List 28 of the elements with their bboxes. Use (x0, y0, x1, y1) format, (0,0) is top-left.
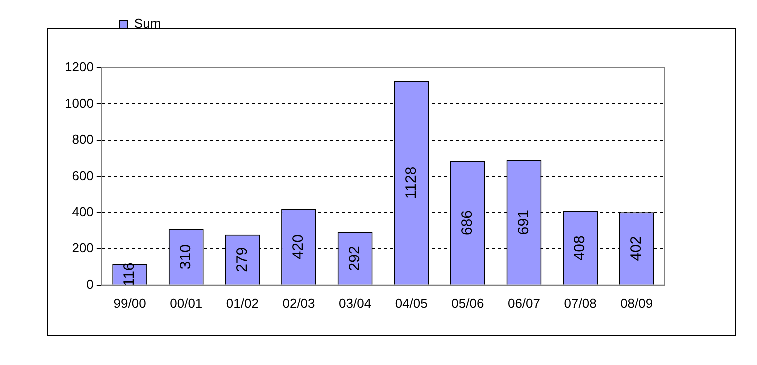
data-label: 408 (572, 236, 589, 261)
data-label: 691 (515, 210, 532, 236)
x-tick-label: 06/07 (508, 296, 541, 311)
data-label: 686 (459, 210, 476, 236)
y-tick-label: 200 (72, 240, 94, 256)
data-label: 292 (346, 246, 364, 272)
x-tick-label: 99/00 (114, 296, 146, 311)
data-label: 310 (178, 244, 195, 270)
x-tick-label: 04/05 (395, 296, 428, 311)
x-tick-label: 05/06 (452, 296, 484, 311)
data-label: 420 (290, 234, 308, 260)
y-tick-label: 600 (72, 168, 94, 184)
x-tick-label: 02/03 (282, 296, 316, 311)
y-tick-label: 800 (72, 132, 94, 148)
y-tick-label: 1000 (65, 96, 94, 111)
data-label: 279 (234, 247, 251, 272)
x-tick-label: 07/08 (564, 296, 597, 311)
legend-label: Sum (134, 16, 162, 32)
data-label: 116 (121, 262, 138, 287)
y-tick-label: 400 (72, 204, 94, 220)
x-tick-label: 00/01 (170, 296, 203, 311)
data-label: 402 (628, 236, 645, 262)
y-tick-label: 0 (86, 276, 94, 292)
x-tick-label: 08/09 (620, 296, 654, 311)
data-label: 1128 (402, 166, 420, 200)
y-tick-label: 1200 (65, 60, 94, 75)
x-tick-label: 03/04 (339, 296, 372, 311)
x-tick-label: 01/02 (226, 296, 259, 311)
